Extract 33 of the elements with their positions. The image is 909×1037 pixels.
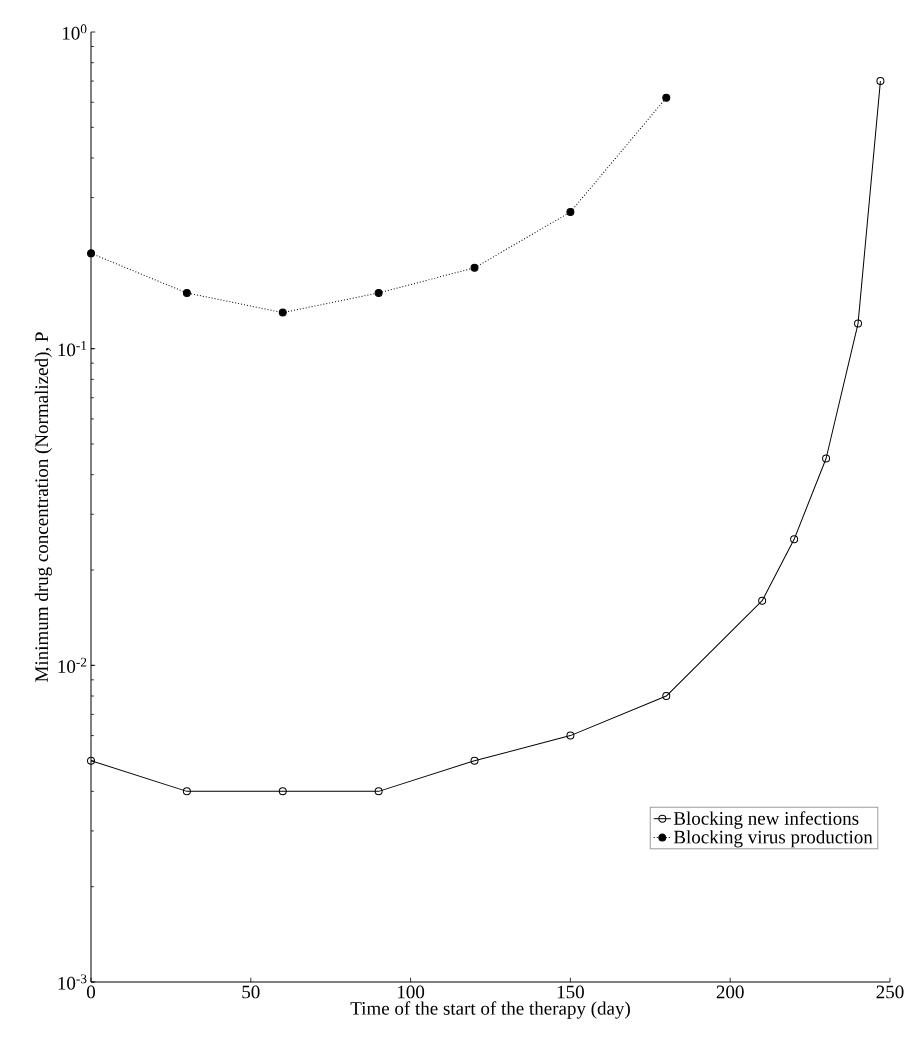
- point: [566, 208, 575, 217]
- x-tick-label: 150: [557, 985, 584, 999]
- y-tick-label: 10$^{-2}$: [58, 657, 87, 673]
- point: [374, 288, 383, 297]
- x-tick-label: 100: [398, 985, 425, 999]
- point: [87, 249, 95, 258]
- x-tick-label: 200: [716, 985, 744, 999]
- point: [822, 454, 831, 463]
- point: [374, 787, 383, 796]
- point: [758, 596, 767, 605]
- point: [182, 288, 191, 297]
- y-tick-label: 10$^{-1}$: [58, 341, 87, 357]
- point: [876, 77, 885, 86]
- point: [854, 319, 863, 328]
- x-axis-title: Time of the start of the therapy (day): [350, 1001, 630, 1019]
- point: [87, 756, 95, 765]
- x-tick-label: 250: [876, 985, 904, 999]
- y-axis-title: Minimum drug concentration (Normalized), P: [34, 332, 53, 682]
- point: [662, 93, 671, 102]
- point: [790, 535, 799, 544]
- point: [278, 787, 287, 796]
- point: [566, 731, 575, 740]
- y-tick-label: 10$^{-3}$: [58, 974, 87, 990]
- x-tick-label: 0: [86, 985, 96, 999]
- point: [662, 692, 671, 701]
- legend-label: Blocking virus production: [673, 830, 873, 848]
- point: [470, 263, 479, 272]
- point: [278, 308, 287, 317]
- y-tick-label: 10$^{0}$: [62, 24, 87, 40]
- point: [470, 756, 479, 765]
- x-tick-label: 50: [242, 985, 260, 999]
- legend-label: Blocking new infections: [673, 811, 859, 829]
- point: [182, 787, 191, 796]
